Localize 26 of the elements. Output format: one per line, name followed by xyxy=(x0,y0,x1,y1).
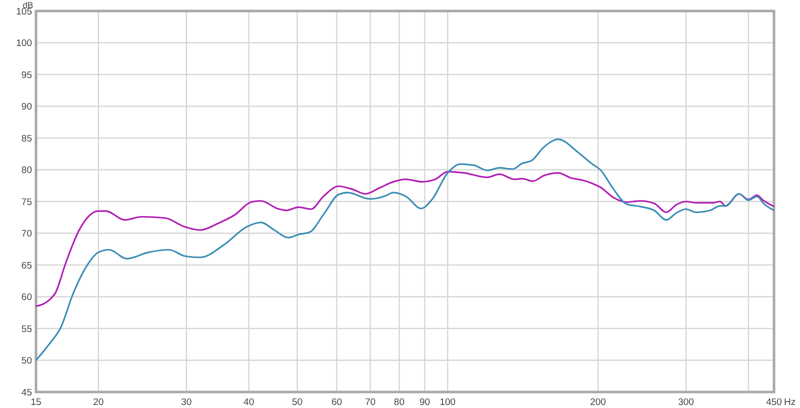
y-tick-label: 75 xyxy=(21,196,32,208)
y-tick-label: 50 xyxy=(21,356,32,367)
x-tick-label: 80 xyxy=(394,397,405,408)
x-tick-label: 15 xyxy=(30,397,42,408)
x-tick-label: 300 xyxy=(678,397,694,408)
x-tick-label: 60 xyxy=(332,397,342,408)
y-tick-label: 80 xyxy=(21,165,32,176)
y-tick-label: 95 xyxy=(21,70,32,81)
y-tick-label: 45 xyxy=(21,387,32,398)
x-tick-label: 30 xyxy=(181,397,192,408)
x-tick-label: 450 xyxy=(766,397,782,408)
y-tick-label: 60 xyxy=(21,292,32,304)
y-tick-label: 85 xyxy=(21,133,32,144)
x-tick-label: 100 xyxy=(440,397,456,408)
y-tick-label: 55 xyxy=(21,324,32,335)
y-tick-label: 90 xyxy=(21,102,32,113)
y-tick-label: 70 xyxy=(21,228,32,240)
y-tick-label: 100 xyxy=(16,38,32,50)
x-tick-label: 200 xyxy=(590,397,606,408)
y-tick-label: 65 xyxy=(21,260,32,272)
x-tick-label: 70 xyxy=(364,397,376,408)
x-tick-label: 40 xyxy=(244,397,254,408)
x-axis-title: Hz xyxy=(784,397,796,408)
x-tick-label: 50 xyxy=(292,397,303,408)
x-tick-label: 20 xyxy=(93,397,104,408)
x-tick-label: 90 xyxy=(419,397,430,408)
